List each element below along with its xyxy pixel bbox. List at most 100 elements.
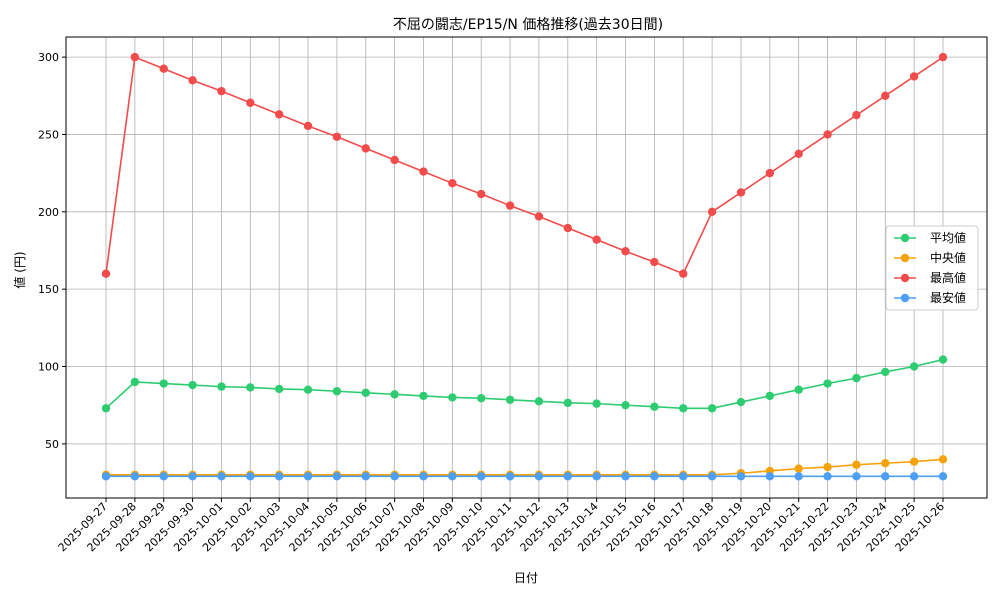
data-point — [592, 399, 601, 408]
data-point — [448, 178, 457, 188]
data-point — [794, 472, 803, 481]
data-point — [909, 472, 919, 481]
y-tick-label: 100 — [38, 361, 59, 374]
data-point — [679, 404, 688, 413]
data-point — [274, 110, 284, 119]
data-point — [505, 395, 515, 404]
data-point — [909, 457, 919, 466]
data-point — [130, 377, 140, 387]
y-tick-label: 50 — [45, 438, 59, 451]
data-point — [332, 387, 342, 396]
data-point — [246, 383, 255, 392]
data-point — [448, 393, 457, 402]
y-axis-label: 値 (円) — [12, 251, 27, 288]
data-point — [274, 384, 284, 394]
data-point — [765, 472, 775, 481]
data-point — [159, 64, 168, 73]
data-point — [881, 91, 890, 100]
data-point — [881, 458, 890, 468]
data-point — [852, 472, 861, 481]
data-point — [938, 472, 948, 481]
data-point — [188, 472, 197, 481]
data-point — [303, 121, 313, 131]
data-point — [505, 201, 515, 210]
data-point — [477, 472, 486, 481]
data-point — [563, 223, 572, 233]
data-point — [217, 472, 226, 481]
data-point — [188, 380, 197, 390]
data-point — [621, 472, 630, 481]
data-point — [909, 72, 919, 81]
data-point — [621, 400, 630, 410]
series-2 — [101, 52, 948, 278]
data-point — [303, 385, 313, 394]
data-point — [736, 472, 746, 481]
legend-marker — [900, 293, 910, 303]
data-point — [390, 472, 399, 481]
data-point — [765, 391, 775, 401]
data-point — [217, 86, 226, 96]
data-point — [707, 472, 717, 481]
data-point — [159, 379, 168, 388]
data-point — [938, 52, 948, 62]
data-point — [130, 52, 140, 62]
data-point — [361, 144, 370, 153]
data-point — [419, 167, 428, 176]
data-point — [563, 472, 572, 481]
series-0 — [101, 355, 948, 413]
data-point — [707, 404, 717, 413]
data-point — [390, 155, 399, 165]
data-point — [881, 367, 890, 377]
data-point — [736, 188, 746, 197]
data-point — [679, 269, 688, 278]
data-point — [246, 472, 255, 481]
data-point — [823, 472, 832, 481]
legend-label: 中央値 — [930, 250, 966, 265]
data-point — [621, 247, 630, 256]
data-point — [938, 455, 948, 464]
data-point — [852, 373, 861, 383]
data-point — [419, 391, 428, 401]
legend-label: 平均値 — [930, 230, 966, 245]
data-point — [390, 390, 399, 399]
data-point — [534, 212, 544, 221]
data-point — [823, 379, 832, 388]
legend-label: 最安値 — [930, 290, 966, 305]
data-point — [909, 362, 919, 371]
data-point — [592, 235, 601, 244]
legend-marker — [900, 233, 910, 243]
data-point — [650, 257, 659, 267]
data-point — [101, 404, 111, 413]
series-3 — [101, 472, 948, 481]
legend-box — [885, 225, 979, 311]
grid — [66, 37, 987, 498]
chart-title: 不屈の闘志/EP15/N 価格推移(過去30日間) — [393, 17, 663, 33]
data-point — [505, 472, 515, 481]
data-point — [823, 130, 832, 139]
legend-marker — [900, 273, 910, 283]
legend-label: 最高値 — [930, 270, 966, 285]
series-line — [106, 458, 944, 476]
data-point — [823, 462, 832, 472]
data-point — [881, 472, 890, 481]
data-point — [534, 397, 544, 406]
data-point — [707, 207, 717, 217]
data-point — [303, 472, 313, 481]
data-point — [188, 76, 197, 85]
y-tick-label: 250 — [38, 128, 59, 141]
data-point — [938, 355, 948, 364]
series-line — [105, 358, 944, 410]
plot-frame — [65, 36, 988, 499]
data-point — [794, 149, 803, 158]
data-point — [477, 189, 486, 199]
data-point — [101, 269, 111, 278]
data-point — [159, 472, 168, 481]
data-point — [332, 472, 342, 481]
x-axis-label: 日付 — [514, 571, 538, 585]
data-point — [679, 472, 688, 481]
data-point — [332, 132, 342, 141]
data-point — [217, 382, 226, 391]
series-layer — [101, 52, 948, 481]
